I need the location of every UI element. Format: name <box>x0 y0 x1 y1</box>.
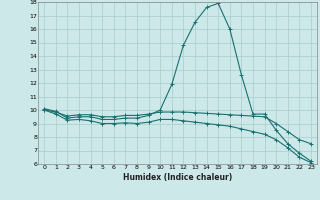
X-axis label: Humidex (Indice chaleur): Humidex (Indice chaleur) <box>123 173 232 182</box>
